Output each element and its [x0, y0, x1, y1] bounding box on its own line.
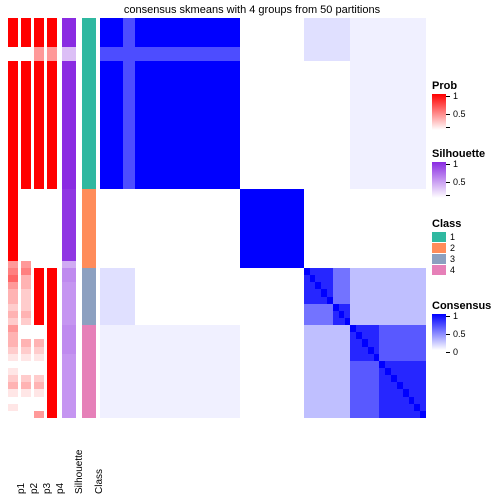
p4-column	[47, 18, 57, 418]
legend-class-title: Class	[432, 218, 461, 230]
legend-class-item-2: 2	[432, 243, 461, 253]
p3-column	[34, 18, 44, 418]
rowlabel-p2: p2	[29, 483, 40, 494]
silhouette-column	[62, 18, 76, 418]
legend-silhouette: Silhouette10.5	[432, 148, 485, 198]
legend-prob-gradient	[432, 94, 446, 130]
legend-prob: Prob10.5	[432, 80, 457, 130]
rowlabel-class: Class	[94, 469, 105, 494]
p2-column	[21, 18, 31, 418]
rowlabel-p3: p3	[42, 483, 53, 494]
legend-consensus-title: Consensus	[432, 300, 491, 312]
legend-class-item-3: 3	[432, 254, 461, 264]
class-column	[82, 18, 96, 418]
rowlabel-p4: p4	[55, 483, 66, 494]
rowlabel-p1: p1	[16, 483, 27, 494]
legend-consensus-gradient	[432, 314, 446, 350]
rowlabel-silhouette: Silhouette	[74, 450, 85, 494]
legend-class: Class 1234	[432, 218, 461, 276]
legend-silhouette-title: Silhouette	[432, 148, 485, 160]
consensus-heatmap	[100, 18, 426, 418]
legend-consensus: Consensus10.50	[432, 300, 491, 350]
legend-silhouette-gradient	[432, 162, 446, 198]
legend-class-item-4: 4	[432, 265, 461, 275]
legend-class-item-1: 1	[432, 232, 461, 242]
plot-title: consensus skmeans with 4 groups from 50 …	[0, 4, 504, 16]
p1-column	[8, 18, 18, 418]
